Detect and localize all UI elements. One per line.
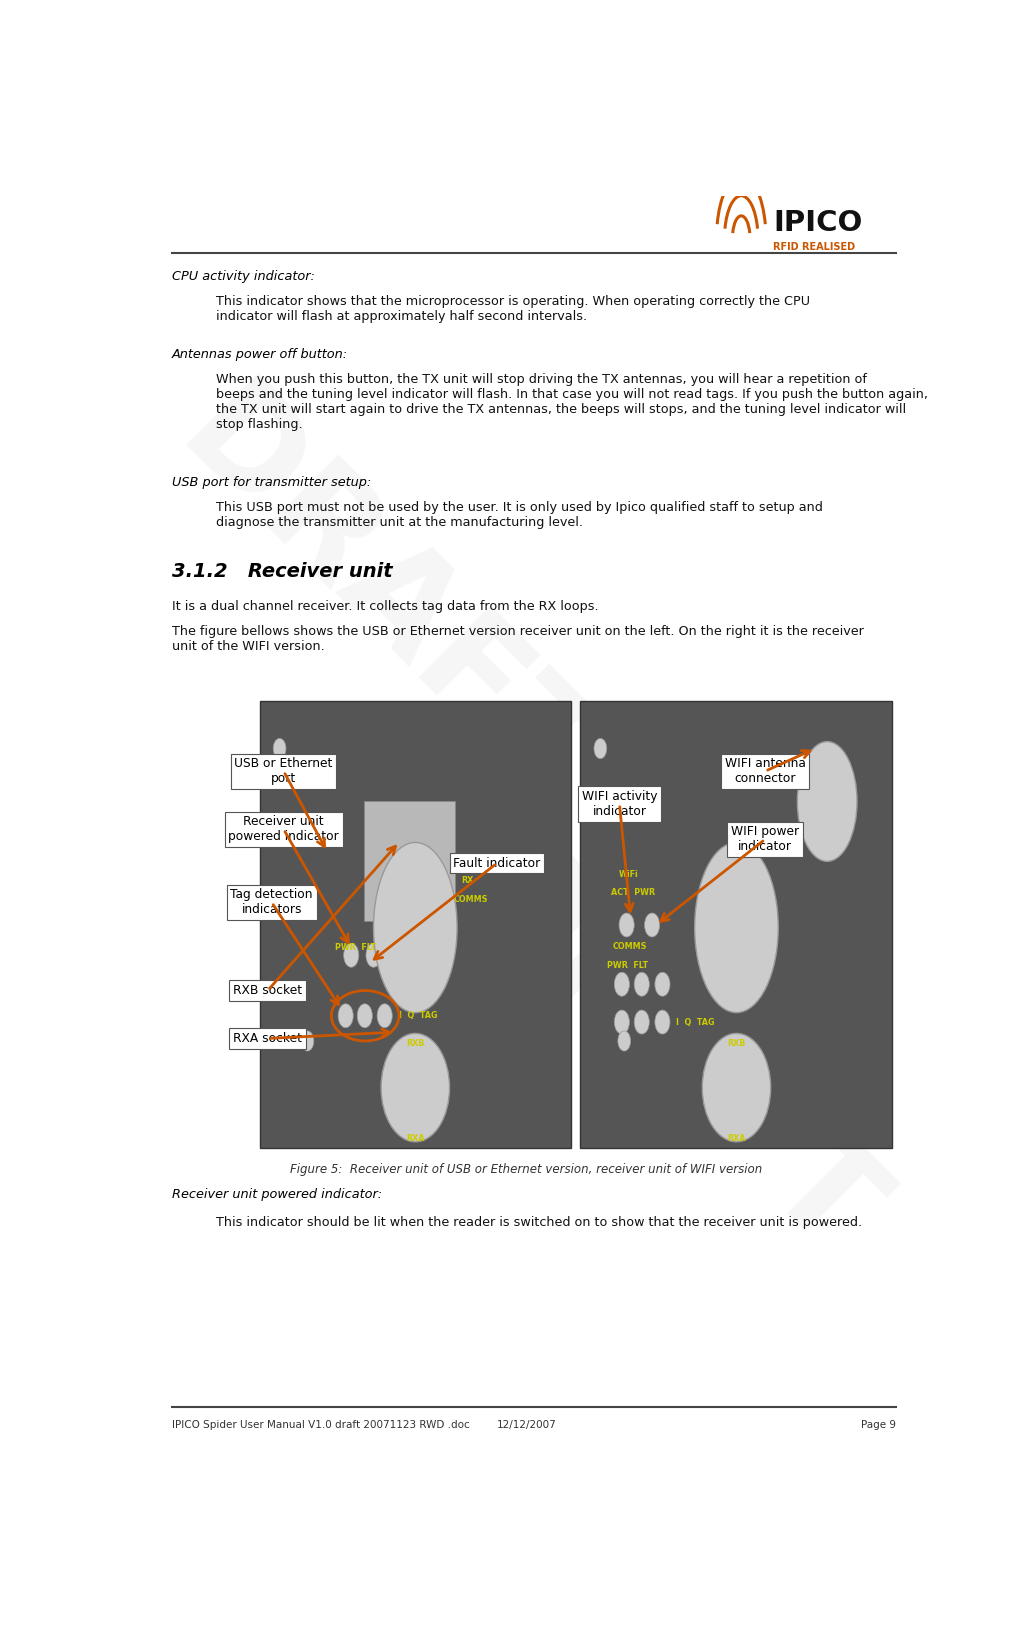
Circle shape	[357, 1003, 373, 1028]
Text: The figure bellows shows the USB or Ethernet version receiver unit on the left. : The figure bellows shows the USB or Ethe…	[173, 625, 864, 653]
Circle shape	[655, 972, 670, 997]
Text: WIFI antenna
connector: WIFI antenna connector	[725, 758, 805, 786]
Circle shape	[338, 1003, 353, 1028]
Text: CPU activity indicator:: CPU activity indicator:	[173, 270, 315, 283]
Text: RXB: RXB	[406, 1039, 424, 1048]
Text: I  Q  TAG: I Q TAG	[676, 1018, 715, 1026]
Text: ACT  PWR: ACT PWR	[611, 887, 655, 897]
Text: USB or Ethernet
port: USB or Ethernet port	[234, 758, 333, 786]
Text: RXA: RXA	[406, 1133, 424, 1143]
Circle shape	[594, 738, 607, 758]
Bar	[580, 701, 892, 1148]
Text: RXA socket: RXA socket	[233, 1031, 302, 1044]
Text: RX: RX	[461, 876, 473, 886]
Text: 12/12/2007: 12/12/2007	[496, 1421, 557, 1431]
Circle shape	[655, 1010, 670, 1035]
Bar	[364, 802, 455, 922]
Circle shape	[273, 738, 286, 758]
Text: RXA: RXA	[727, 1133, 746, 1143]
Text: PWR  FLT: PWR FLT	[607, 961, 648, 969]
Ellipse shape	[374, 843, 457, 1013]
Text: Antennas power off button:: Antennas power off button:	[173, 347, 348, 360]
Circle shape	[702, 1033, 770, 1143]
Ellipse shape	[694, 843, 778, 1013]
Text: USB port for transmitter setup:: USB port for transmitter setup:	[173, 476, 372, 489]
Circle shape	[614, 972, 630, 997]
Text: RFID REALISED: RFID REALISED	[773, 242, 855, 252]
Circle shape	[377, 1003, 392, 1028]
Text: This indicator should be lit when the reader is switched on to show that the rec: This indicator should be lit when the re…	[216, 1216, 862, 1229]
Text: RXB socket: RXB socket	[233, 984, 302, 997]
Text: This USB port must not be used by the user. It is only used by Ipico qualified s: This USB port must not be used by the us…	[216, 501, 823, 529]
Text: Figure 5:  Receiver unit of USB or Ethernet version, receiver unit of WIFI versi: Figure 5: Receiver unit of USB or Ethern…	[291, 1164, 762, 1177]
Text: Receiver unit
powered indicator: Receiver unit powered indicator	[228, 815, 339, 843]
Bar	[260, 701, 571, 1148]
Text: IPICO Spider User Manual V1.0 draft 20071123 RWD .doc: IPICO Spider User Manual V1.0 draft 2007…	[173, 1421, 470, 1431]
Text: WiFi: WiFi	[618, 871, 639, 879]
Text: Receiver unit powered indicator:: Receiver unit powered indicator:	[173, 1188, 382, 1202]
Circle shape	[301, 1031, 314, 1051]
Circle shape	[619, 913, 635, 936]
Circle shape	[635, 972, 649, 997]
Text: WIFI activity
indicator: WIFI activity indicator	[581, 791, 657, 818]
Text: IPICO: IPICO	[773, 210, 863, 237]
Text: WIFI power
indicator: WIFI power indicator	[731, 825, 799, 853]
Circle shape	[366, 943, 381, 967]
Text: This indicator shows that the microprocessor is operating. When operating correc: This indicator shows that the microproce…	[216, 295, 810, 322]
Text: When you push this button, the TX unit will stop driving the TX antennas, you wi: When you push this button, the TX unit w…	[216, 373, 928, 431]
Text: COMMS: COMMS	[454, 895, 488, 904]
Text: DRAFT: DRAFT	[439, 822, 901, 1285]
Text: DRAFT: DRAFT	[152, 368, 614, 832]
Text: Tag detection
indicators: Tag detection indicators	[230, 889, 313, 917]
Circle shape	[645, 913, 659, 936]
Circle shape	[635, 1010, 649, 1035]
Circle shape	[381, 1033, 450, 1143]
Circle shape	[344, 943, 358, 967]
Text: RXB: RXB	[727, 1039, 746, 1048]
Text: Fault indicator: Fault indicator	[453, 856, 540, 869]
Text: It is a dual channel receiver. It collects tag data from the RX loops.: It is a dual channel receiver. It collec…	[173, 599, 599, 612]
Text: COMMS: COMMS	[612, 941, 647, 951]
Text: 3.1.2   Receiver unit: 3.1.2 Receiver unit	[173, 561, 392, 581]
Circle shape	[614, 1010, 630, 1035]
Text: Page 9: Page 9	[862, 1421, 897, 1431]
Ellipse shape	[797, 742, 858, 861]
Text: I  Q  TAG: I Q TAG	[398, 1012, 438, 1020]
Circle shape	[618, 1031, 631, 1051]
Text: PWR  FLT: PWR FLT	[336, 943, 377, 951]
